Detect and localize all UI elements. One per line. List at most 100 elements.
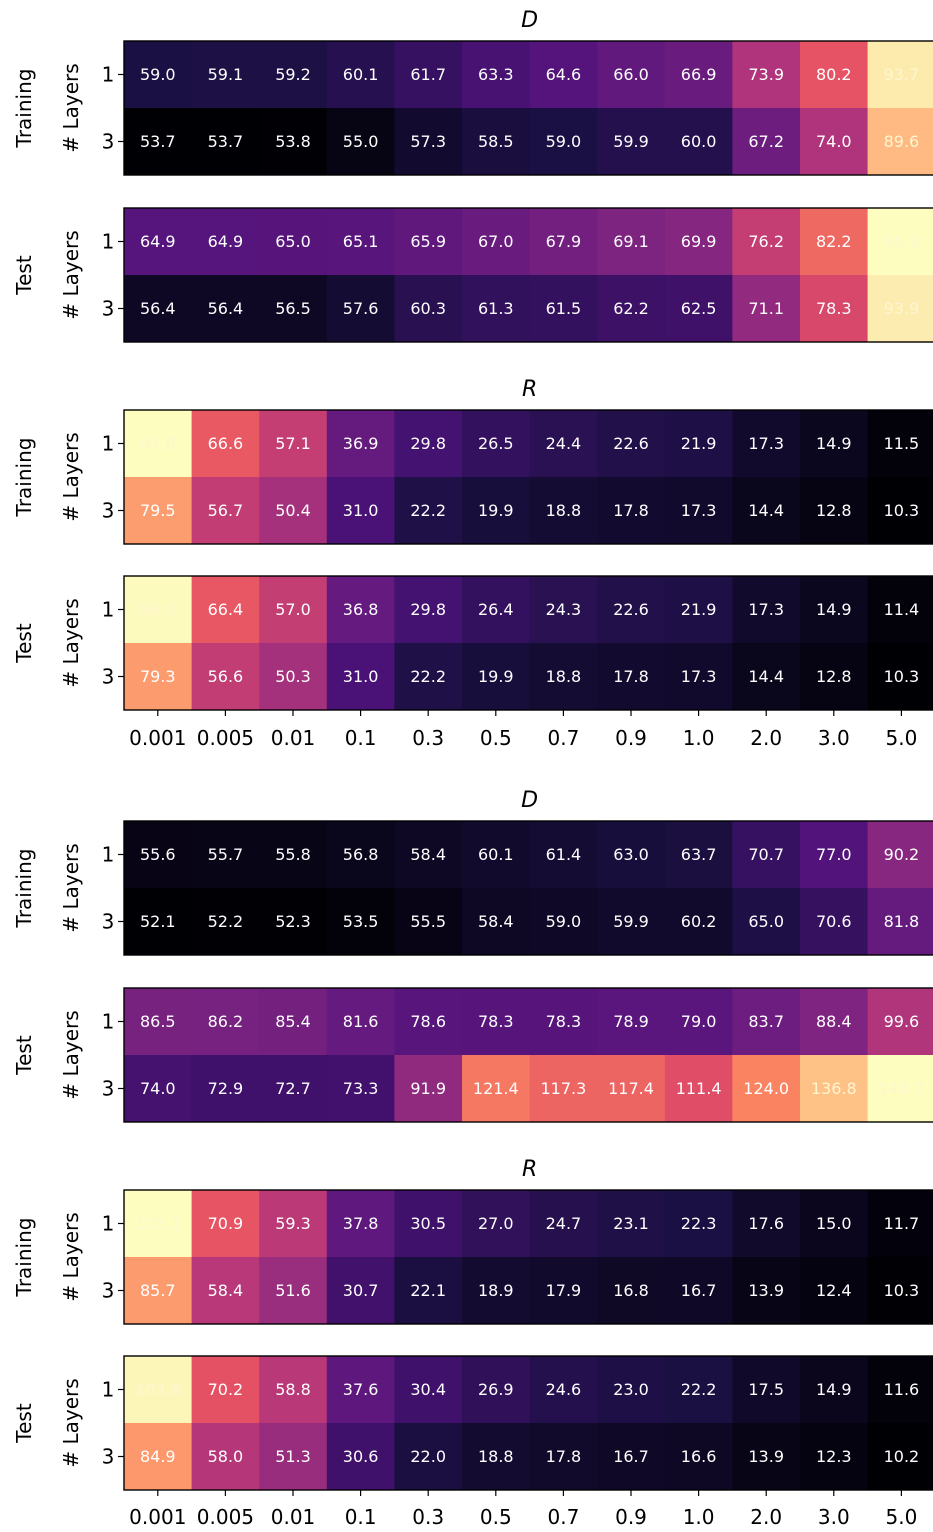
- panel-name-label: Training: [12, 438, 36, 518]
- x-tick-label: 0.01: [271, 726, 316, 750]
- x-tick-label: 0.7: [547, 1505, 579, 1529]
- heatmap-cell: [800, 1190, 869, 1258]
- y-tick-label: 3: [102, 499, 115, 523]
- heatmap-cell: [800, 821, 869, 889]
- cell-value-label: 60.0: [681, 132, 717, 151]
- heatmap-cell: [529, 988, 598, 1056]
- cell-value-label: 93.7: [884, 65, 920, 84]
- heatmap-cell: [124, 1356, 193, 1424]
- cell-value-label: 78.9: [613, 1012, 649, 1031]
- cell-value-label: 18.8: [546, 667, 582, 686]
- heatmap-cell: [597, 410, 666, 478]
- y-axis-label: # Layers: [59, 230, 83, 319]
- heatmap-cell: [732, 1257, 801, 1325]
- cell-value-label: 89.6: [884, 132, 920, 151]
- cell-value-label: 23.0: [613, 1380, 649, 1399]
- y-axis-label: # Layers: [59, 1010, 83, 1099]
- heatmap-cell: [124, 576, 193, 644]
- heatmap-cell: [326, 208, 395, 276]
- heatmap-cell: [124, 410, 193, 478]
- heatmap-cell: [191, 410, 260, 478]
- panel-test: 103.8 70.2 58.8 37.6 30.4 26.9 24.6 23.0 22.2 17.…: [12, 1355, 933, 1491]
- heatmap-cell: [732, 988, 801, 1056]
- cell-value-label: 95.3: [884, 232, 920, 251]
- panel-test: 86.5 86.2 85.4 81.6 78.6 78.3 78.3 78.9 79.0 83.7…: [12, 987, 933, 1123]
- heatmap-cell: [394, 1055, 463, 1123]
- cell-value-label: 15.0: [816, 1214, 852, 1233]
- cell-value-label: 17.3: [748, 600, 784, 619]
- cell-value-label: 18.8: [478, 1447, 514, 1466]
- heatmap-cell: [867, 1257, 933, 1325]
- cell-value-label: 81.8: [884, 912, 920, 931]
- heatmap-cell: [124, 643, 193, 711]
- y-tick-label: 3: [102, 910, 115, 934]
- cell-value-label: 64.6: [546, 65, 582, 84]
- heatmap-cell: [597, 41, 666, 109]
- heatmap-cell: [597, 1257, 666, 1325]
- x-tick-label: 1.0: [683, 1505, 715, 1529]
- y-tick-label: 1: [102, 843, 115, 867]
- heatmap-cell: [191, 888, 260, 956]
- heatmap-cell: [867, 108, 933, 176]
- cell-value-label: 60.2: [681, 912, 717, 931]
- cell-value-label: 18.8: [546, 501, 582, 520]
- cell-value-label: 59.9: [613, 132, 649, 151]
- cell-value-label: 36.8: [343, 600, 379, 619]
- heatmap-cell: [867, 1055, 933, 1123]
- heatmap-cell: [124, 1257, 193, 1325]
- cell-value-label: 55.8: [275, 845, 311, 864]
- heatmap-cell: [597, 275, 666, 343]
- cell-value-label: 24.6: [546, 1380, 582, 1399]
- heatmap-cell: [326, 1356, 395, 1424]
- heatmap-cell: [326, 988, 395, 1056]
- heatmap-title: R: [522, 377, 537, 402]
- heatmap-cell: [664, 41, 733, 109]
- y-tick-label: 3: [102, 297, 115, 321]
- cell-value-label: 70.6: [816, 912, 852, 931]
- heatmap-cell: [259, 477, 328, 545]
- cell-value-label: 83.7: [748, 1012, 784, 1031]
- cell-value-label: 14.9: [816, 600, 852, 619]
- heatmap-cell: [259, 208, 328, 276]
- heatmap-cell: [462, 208, 531, 276]
- cell-value-label: 11.6: [884, 1380, 920, 1399]
- cell-value-label: 16.6: [681, 1447, 717, 1466]
- cell-value-label: 103.8: [135, 1380, 181, 1399]
- cell-value-label: 55.0: [343, 132, 379, 151]
- cell-value-label: 79.3: [140, 667, 176, 686]
- cell-value-label: 14.4: [748, 501, 784, 520]
- cell-value-label: 57.3: [410, 132, 446, 151]
- heatmap-cell: [259, 1423, 328, 1491]
- heatmap-cell: [326, 275, 395, 343]
- cell-value-label: 51.6: [275, 1281, 311, 1300]
- panel-frame: [123, 409, 933, 545]
- cell-value-label: 85.4: [275, 1012, 311, 1031]
- heatmap-cell: [867, 41, 933, 109]
- heatmap-cell: [462, 1055, 531, 1123]
- heatmap-cell: [529, 208, 598, 276]
- cell-value-label: 96.6: [140, 600, 176, 619]
- heatmap-cell: [732, 1190, 801, 1258]
- panel-test: 96.6 66.4 57.0 36.8 29.8 26.4 24.3 22.6 21.9 17.3…: [12, 575, 933, 711]
- heatmap-cell: [326, 108, 395, 176]
- heatmap-cell: [462, 41, 531, 109]
- y-tick-label: 3: [102, 1445, 115, 1469]
- heatmap-cell: [124, 1190, 193, 1258]
- heatmap-cell: [191, 643, 260, 711]
- heatmap-block-3: D 55.6 55.7 55.8 56.8 58.4 60.1 61.4 63.0 63.7 70.…: [12, 788, 933, 1123]
- heatmap-cell: [732, 108, 801, 176]
- heatmap-block-2: R 97.0 66.6 57.1 36.9 29.8 26.5 24.4 22.6 21.9 17.…: [12, 377, 933, 750]
- cell-value-label: 58.4: [208, 1281, 244, 1300]
- heatmap-cell: [326, 643, 395, 711]
- heatmap-title: R: [522, 1157, 537, 1182]
- y-tick-label: 1: [102, 1378, 115, 1402]
- cell-value-label: 17.3: [748, 434, 784, 453]
- heatmap-cell: [597, 477, 666, 545]
- heatmap-cell: [191, 1423, 260, 1491]
- cell-value-label: 26.5: [478, 434, 514, 453]
- cell-value-label: 24.3: [546, 600, 582, 619]
- heatmap-cell: [124, 477, 193, 545]
- y-tick-label: 3: [102, 1077, 115, 1101]
- panel-frame: [123, 1189, 933, 1325]
